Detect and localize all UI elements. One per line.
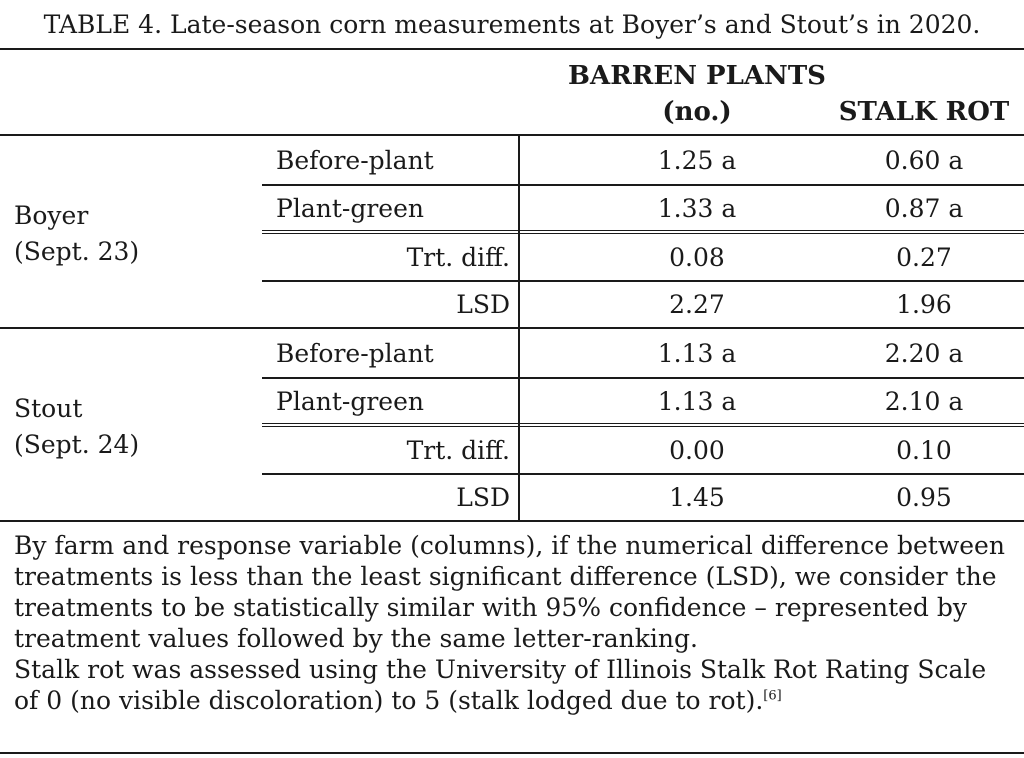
footnote-stalk-rot: Stalk rot was assessed using the Univers… bbox=[14, 655, 987, 715]
table-caption: TABLE 4. Late-season corn measurements a… bbox=[0, 0, 1024, 50]
barren-value: 0.08 bbox=[669, 243, 725, 272]
barren-value: 1.13 a bbox=[657, 387, 737, 416]
footnote-bottom-rule bbox=[0, 752, 1024, 754]
table-bottom-rule bbox=[0, 520, 1024, 522]
row-divider bbox=[262, 280, 1024, 282]
stalk-value: 0.95 bbox=[896, 483, 952, 512]
row-label: Trt. diff. bbox=[406, 243, 510, 272]
stalk-value: 2.20 a bbox=[884, 339, 964, 368]
stalk-value: 0.10 bbox=[896, 436, 952, 465]
row-divider bbox=[262, 377, 1024, 379]
stalk-value: 0.60 a bbox=[884, 146, 964, 175]
stalk-value: 0.27 bbox=[896, 243, 952, 272]
row-label: Plant-green bbox=[276, 194, 424, 223]
stalk-value: 1.96 bbox=[896, 290, 952, 319]
stalk-value: 0.87 a bbox=[884, 194, 964, 223]
row-label: LSD bbox=[456, 483, 510, 512]
barren-value: 2.27 bbox=[669, 290, 725, 319]
header-barren-plants: BARREN PLANTS (no.) bbox=[568, 61, 826, 127]
row-divider bbox=[262, 473, 1024, 475]
double-divider bbox=[262, 230, 1024, 234]
section-divider bbox=[0, 327, 1024, 329]
row-label: Before-plant bbox=[276, 339, 434, 368]
row-label: Before-plant bbox=[276, 146, 434, 175]
double-divider bbox=[262, 423, 1024, 427]
row-label: Trt. diff. bbox=[406, 436, 510, 465]
column-divider bbox=[518, 136, 520, 520]
farm-boyer: Boyer (Sept. 23) bbox=[14, 201, 140, 266]
citation-ref: [6] bbox=[763, 688, 782, 704]
farm-stout: Stout (Sept. 24) bbox=[14, 394, 140, 459]
header-stalk-rot: STALK ROT bbox=[838, 97, 1010, 127]
barren-value: 1.25 a bbox=[657, 146, 737, 175]
barren-value: 1.33 a bbox=[657, 194, 737, 223]
barren-value: 1.45 bbox=[669, 483, 725, 512]
stalk-value: 2.10 a bbox=[884, 387, 964, 416]
barren-value: 0.00 bbox=[669, 436, 725, 465]
row-divider bbox=[262, 184, 1024, 186]
barren-value: 1.13 a bbox=[657, 339, 737, 368]
row-label: Plant-green bbox=[276, 387, 424, 416]
footnote-lsd: By farm and response variable (columns),… bbox=[14, 531, 1005, 653]
table-footnote: By farm and response variable (columns),… bbox=[14, 530, 1014, 716]
header-row: BARREN PLANTS (no.) STALK ROT bbox=[0, 50, 1024, 136]
row-label: LSD bbox=[456, 290, 510, 319]
